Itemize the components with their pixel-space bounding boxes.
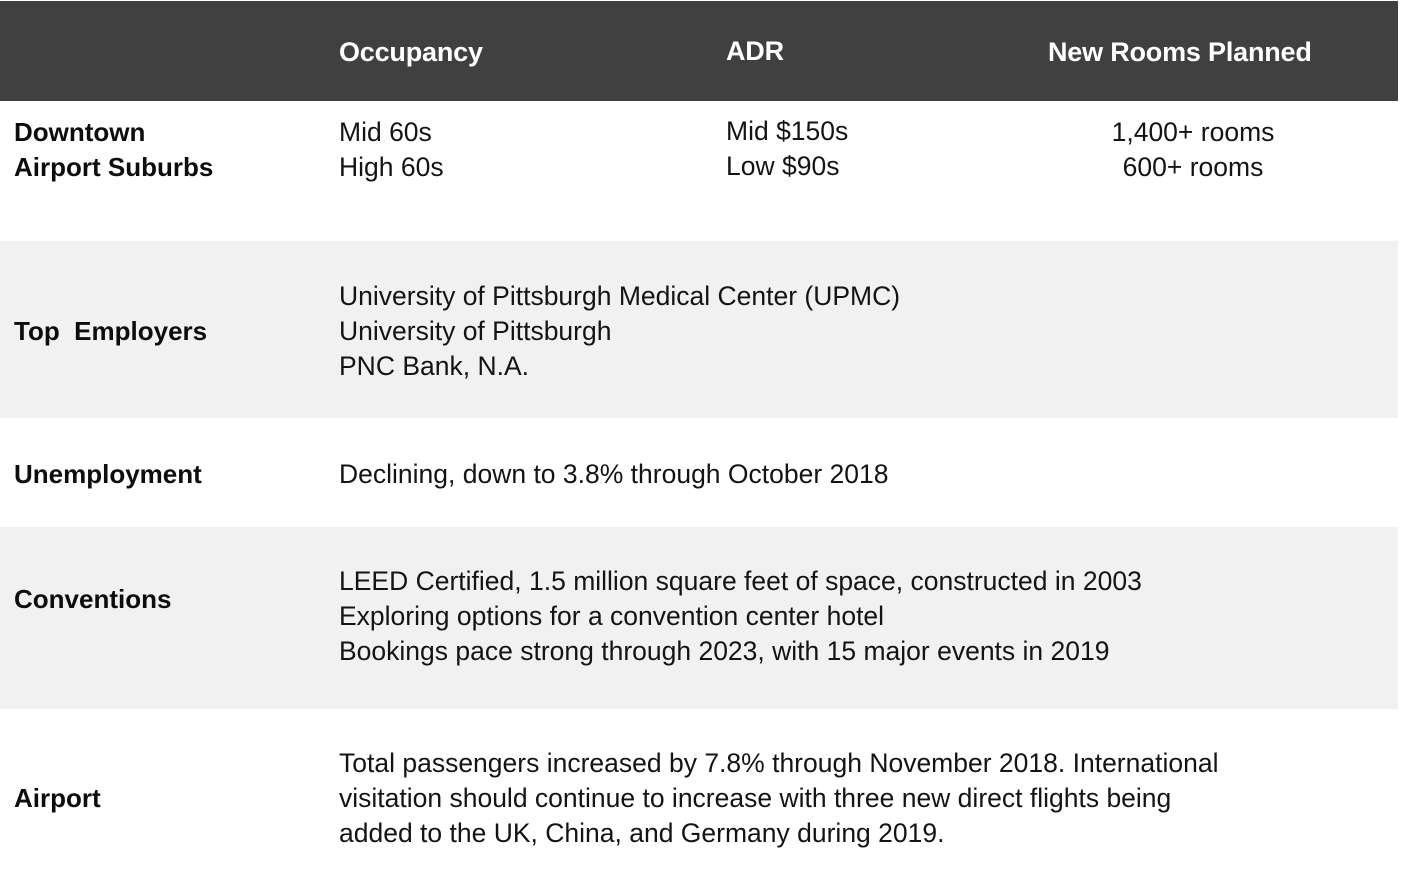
unemployment-text: Declining, down to 3.8% through October … — [339, 457, 889, 492]
occupancy-downtown: Mid 60s — [339, 117, 432, 147]
row-label-airport: Airport — [14, 783, 101, 813]
unemployment-line: Declining, down to 3.8% through October … — [339, 459, 889, 489]
row-label-conventions: Conventions — [14, 584, 172, 614]
header-new-rooms-planned: New Rooms Planned — [1048, 37, 1312, 67]
conventions-item: LEED Certified, 1.5 million square feet … — [339, 566, 1142, 596]
header-occupancy: Occupancy — [339, 37, 483, 67]
new-rooms-airport-suburbs: 600+ rooms — [1122, 152, 1264, 182]
conventions-item: Bookings pace strong through 2023, with … — [339, 636, 1110, 666]
new-rooms-downtown: 1,400+ rooms — [1111, 117, 1275, 147]
table-header: Occupancy ADR New Rooms Planned — [0, 1, 1398, 101]
occupancy-airport-suburbs: High 60s — [339, 152, 444, 182]
top-employers-list: University of Pittsburgh Medical Center … — [339, 279, 900, 384]
employer-item: University of Pittsburgh Medical Center … — [339, 281, 901, 311]
table-row-conventions: Conventions LEED Certified, 1.5 million … — [0, 527, 1398, 709]
row-label-submarkets: Downtown Airport Suburbs — [14, 115, 213, 185]
label-downtown: Downtown — [14, 117, 146, 147]
table-row-unemployment: Unemployment Declining, down to 3.8% thr… — [0, 418, 1398, 527]
conventions-list: LEED Certified, 1.5 million square feet … — [339, 564, 1142, 669]
airport-line: added to the UK, China, and Germany duri… — [339, 818, 945, 848]
employer-item: University of Pittsburgh — [339, 316, 612, 346]
airport-text: Total passengers increased by 7.8% throu… — [339, 746, 1218, 851]
header-adr: ADR — [726, 36, 784, 66]
occupancy-values: Mid 60s High 60s — [339, 115, 444, 185]
new-rooms-values: 1,400+ rooms 600+ rooms — [1093, 115, 1293, 185]
label-airport-suburbs: Airport Suburbs — [14, 152, 214, 182]
adr-downtown: Mid $150s — [726, 116, 849, 146]
airport-line: visitation should continue to increase w… — [339, 783, 1172, 813]
row-label-top-employers: Top Employers — [14, 316, 208, 346]
table-row-submarkets: Downtown Airport Suburbs Mid 60s High 60… — [0, 101, 1398, 241]
employer-item: PNC Bank, N.A. — [339, 351, 529, 381]
adr-values: Mid $150s Low $90s — [726, 114, 848, 184]
conventions-item: Exploring options for a convention cente… — [339, 601, 885, 631]
adr-airport-suburbs: Low $90s — [726, 151, 840, 181]
airport-line: Total passengers increased by 7.8% throu… — [339, 748, 1219, 778]
row-label-unemployment: Unemployment — [14, 459, 202, 489]
table-row-airport: Airport Total passengers increased by 7.… — [0, 709, 1398, 886]
table-row-top-employers: Top Employers University of Pittsburgh M… — [0, 241, 1398, 418]
